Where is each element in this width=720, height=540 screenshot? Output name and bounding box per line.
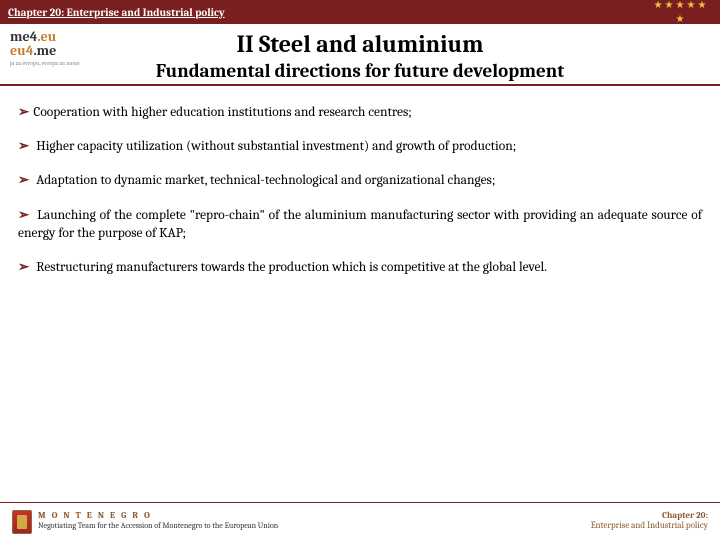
header-bar: Chapter 20: Enterprise and Industrial po… xyxy=(0,0,720,24)
bullet-item: ➢ Cooperation with higher education insti… xyxy=(18,104,702,122)
main-title: II Steel and aluminium xyxy=(0,30,720,58)
bullet-text: Higher capacity utilization (without sub… xyxy=(36,139,516,154)
logo-line2a: eu4 xyxy=(10,42,33,59)
footer-team: Negotiating Team for the Accession of Mo… xyxy=(38,522,278,531)
bullet-marker-icon: ➢ xyxy=(18,139,29,154)
subtitle: Fundamental directions for future develo… xyxy=(0,60,720,86)
bullet-text: Launching of the complete "repro-chain" … xyxy=(18,208,702,241)
footer-right: Chapter 20: Enterprise and Industrial po… xyxy=(591,512,708,532)
bullet-item: ➢ Launching of the complete "repro-chain… xyxy=(18,207,702,243)
logo-subtitle: ja za evropu, evropa za mene xyxy=(10,60,100,67)
bullet-marker-icon: ➢ xyxy=(18,260,29,275)
logo: me4.eu eu4.me ja za evropu, evropa za me… xyxy=(10,30,100,67)
eu-stars-icon: ★★★★★★ xyxy=(650,0,710,26)
bullet-marker-icon: ➢ xyxy=(18,208,29,223)
bullet-text: Restructuring manufacturers towards the … xyxy=(36,260,547,275)
content-area: ➢ Cooperation with higher education insti… xyxy=(0,86,720,277)
footer-policy: Enterprise and Industrial policy xyxy=(591,522,708,532)
bullet-text: Cooperation with higher education instit… xyxy=(33,105,412,120)
bullet-marker-icon: ➢ xyxy=(18,173,29,188)
bullet-item: ➢ Restructuring manufacturers towards th… xyxy=(18,259,702,277)
bullet-text: Adaptation to dynamic market, technical-… xyxy=(36,173,495,188)
bullet-item: ➢ Adaptation to dynamic market, technica… xyxy=(18,172,702,190)
crest-icon xyxy=(12,510,32,534)
header-title: Chapter 20: Enterprise and Industrial po… xyxy=(8,6,225,19)
bullet-marker-icon: ➢ xyxy=(18,105,29,120)
footer: M O N T E N E G R O Negotiating Team for… xyxy=(0,502,720,540)
bullet-item: ➢ Higher capacity utilization (without s… xyxy=(18,138,702,156)
footer-left-text: M O N T E N E G R O Negotiating Team for… xyxy=(38,512,278,531)
logo-line2b: .me xyxy=(33,42,56,59)
footer-left: M O N T E N E G R O Negotiating Team for… xyxy=(12,510,278,534)
